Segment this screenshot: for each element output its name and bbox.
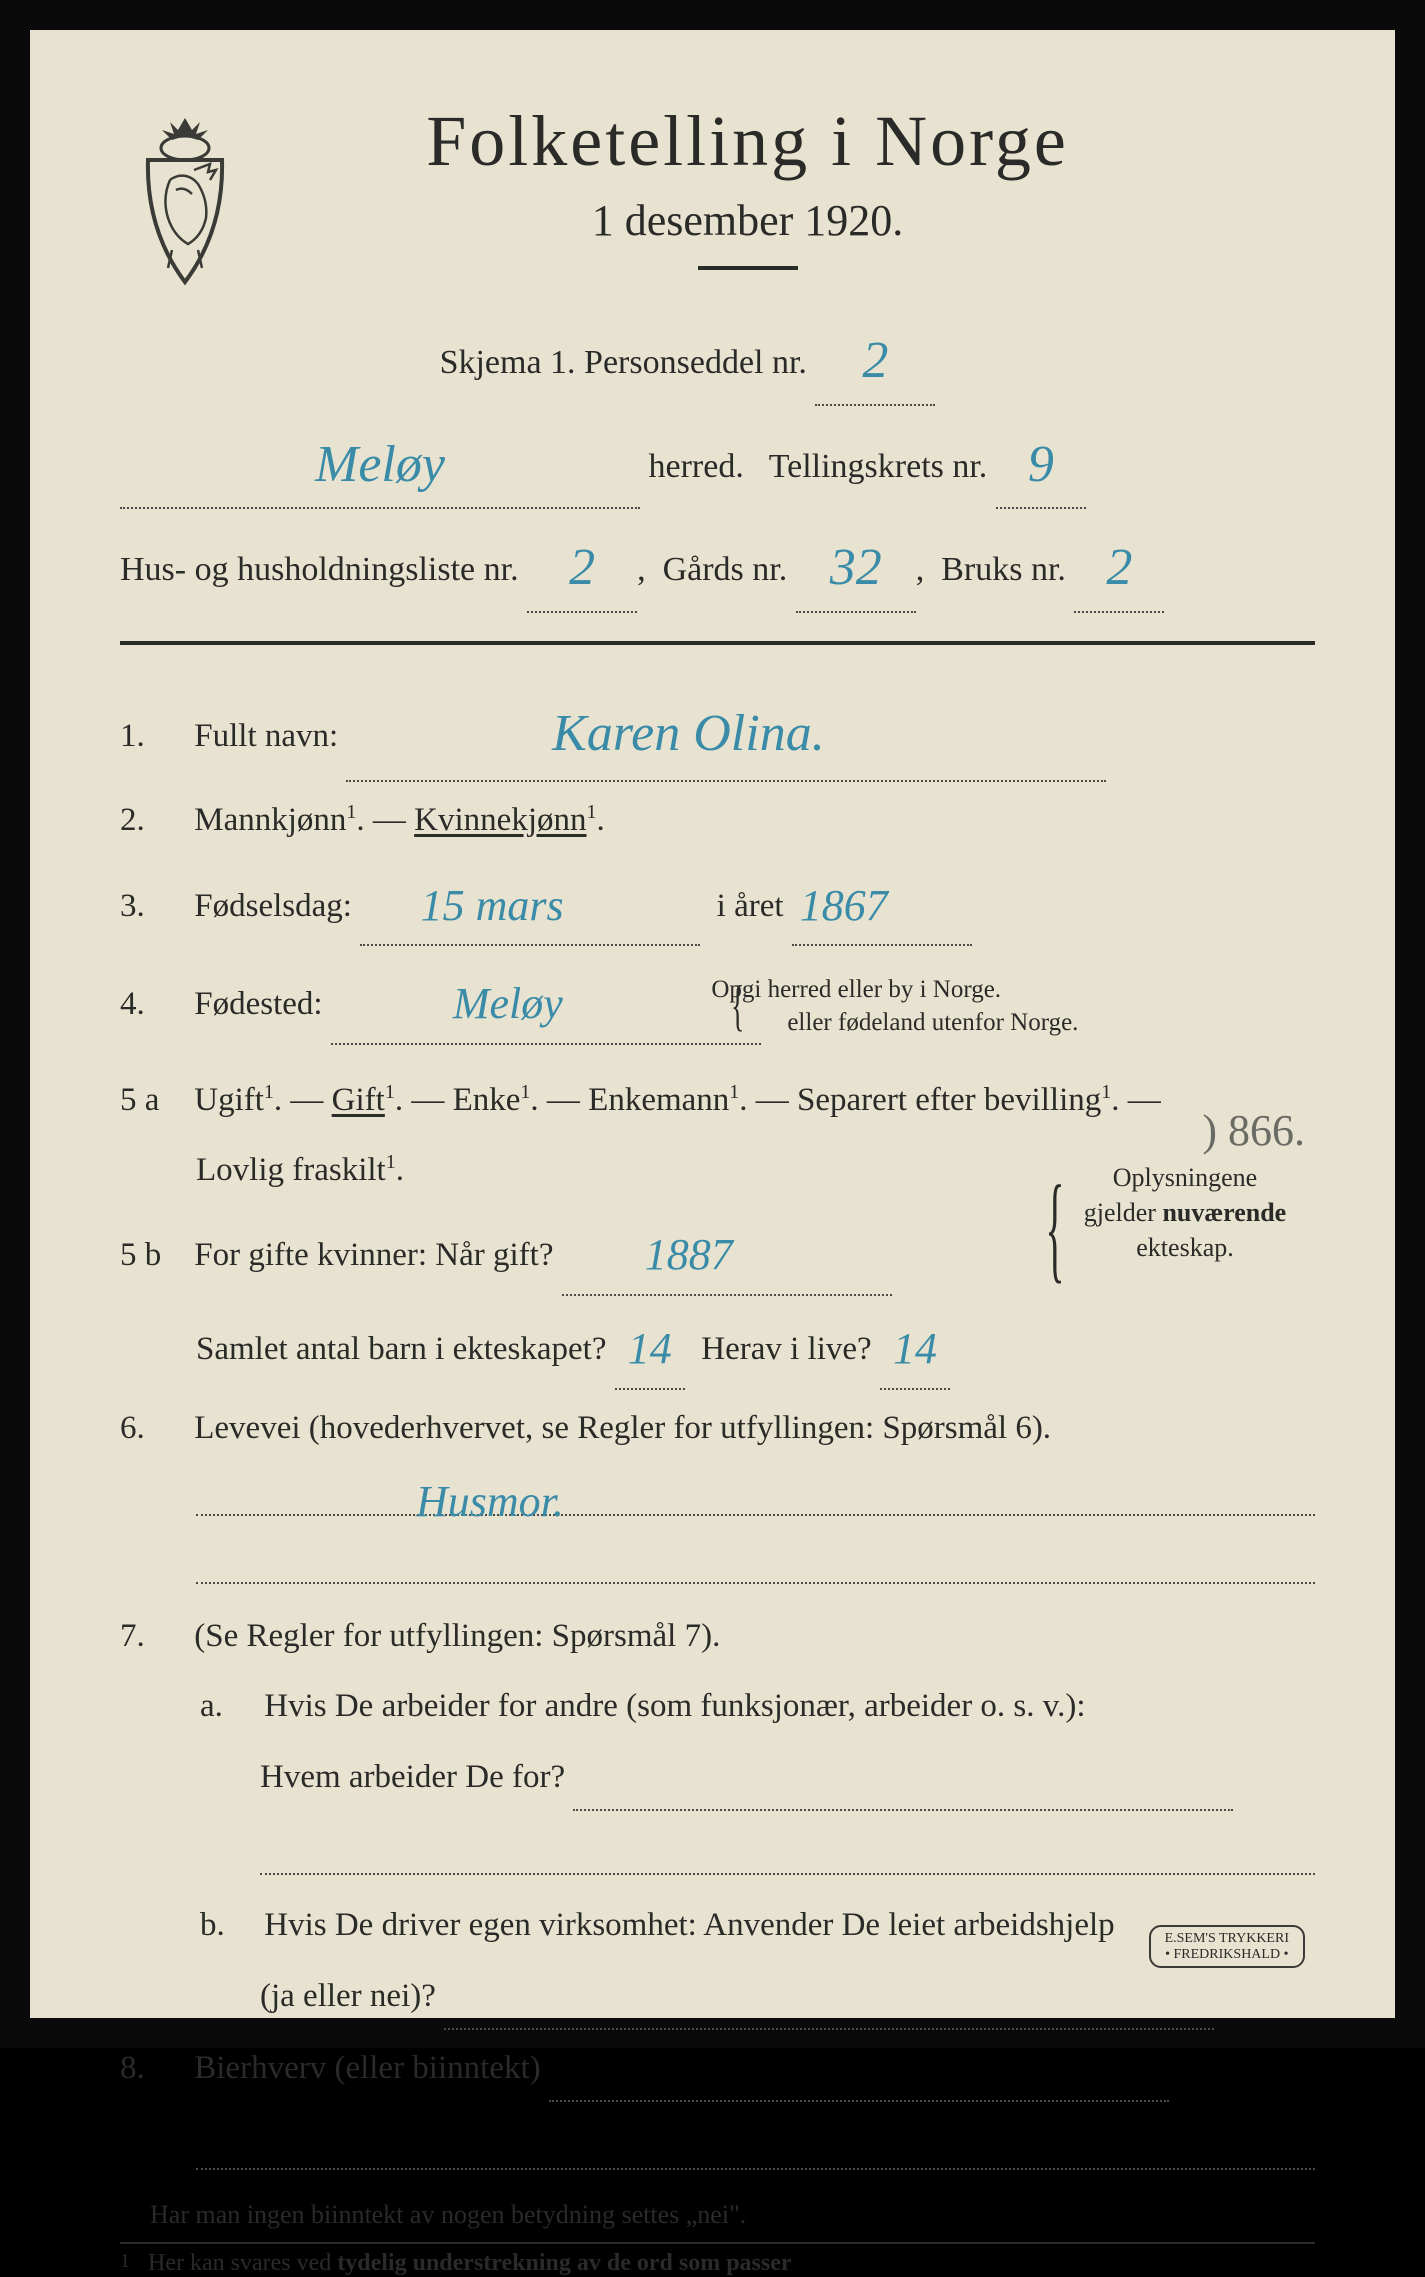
q8-blank (196, 2126, 1315, 2170)
q4-note: Opgi herred eller by i Norge. eller føde… (787, 974, 1078, 1039)
q4-value: Meløy (453, 979, 563, 1028)
q6: 6. Levevei (hovederhvervet, se Regler fo… (120, 1396, 1315, 1460)
q3: 3. Fødselsdag: 15 mars i året 1867 (120, 859, 1315, 947)
q5b-gift-year: 1887 (645, 1230, 733, 1279)
q1-num: 1. (120, 704, 186, 768)
census-form-page: Folketelling i Norge 1 desember 1920. Sk… (0, 0, 1425, 2048)
gards-nr: 32 (830, 539, 882, 596)
q7a-l2: Hvem arbeider De for? (120, 1745, 1315, 1811)
q6-value: Husmor. (416, 1476, 564, 1520)
q5b-l2a: Samlet antal barn i ekteskapet? (196, 1331, 607, 1367)
herred-value: Meløy (315, 436, 445, 493)
q3-label: Fødselsdag: (194, 888, 352, 924)
husliste-line: Hus- og husholdningsliste nr. 2, Gårds n… (120, 517, 1315, 613)
q7: 7. (Se Regler for utfyllingen: Spørsmål … (120, 1604, 1315, 1668)
q8: 8. Bierhverv (eller biinntekt) (120, 2036, 1315, 2102)
brace-icon: { (1045, 1147, 1064, 1309)
q7a-l1: Hvis De arbeider for andre (som funksjon… (264, 1688, 1085, 1724)
q2-mann: Mannkjønn (194, 802, 346, 838)
q7b-num: b. (200, 1893, 256, 1957)
q5a-num: 5 a (120, 1068, 186, 1132)
tellingskrets-label: Tellingskrets nr. (769, 448, 988, 485)
divider (120, 641, 1315, 645)
q7b-l1: Hvis De driver egen virksomhet: Anvender… (264, 1907, 1114, 1943)
q2-num: 2. (120, 788, 186, 852)
q7b-l2: (ja eller nei)? (120, 1964, 1315, 2030)
q1-value: Karen Olina. (552, 705, 825, 762)
main-title: Folketelling i Norge (280, 100, 1215, 183)
q4-label: Fødested: (194, 986, 322, 1022)
printer-stamp: E.SEM'S TRYKKERI • FREDRIKSHALD • (1149, 1925, 1305, 1968)
footer-note: Har man ingen biinntekt av nogen betydni… (120, 2200, 1315, 2230)
title-rule (698, 266, 798, 270)
q1-label: Fullt navn: (194, 718, 338, 754)
gards-label: Gårds nr. (663, 551, 788, 588)
q5a-gift: Gift (332, 1082, 385, 1118)
bruks-label: Bruks nr. (941, 551, 1066, 588)
q1: 1. Fullt navn: Karen Olina. (120, 679, 1315, 782)
q2-kvinne: Kvinnekjønn (414, 802, 586, 838)
q5b-l2b: Herav i live? (701, 1331, 871, 1367)
q7-num: 7. (120, 1604, 186, 1668)
skjema-label: Skjema 1. Personseddel nr. (440, 344, 807, 381)
q5b-num: 5 b (120, 1223, 186, 1287)
q3-year: 1867 (800, 881, 888, 930)
bruks-nr: 2 (1106, 539, 1132, 596)
q5b-l1-label: For gifte kvinner: Når gift? (194, 1237, 553, 1273)
q5b-barn-live: 14 (893, 1324, 937, 1373)
husliste-label: Hus- og husholdningsliste nr. (120, 551, 519, 588)
q5b-side-note: { Oplysningene gjelder nuværende ekteska… (1055, 1160, 1315, 1265)
q6-answer: Husmor. (196, 1472, 1315, 1516)
q7a-blank (260, 1831, 1315, 1875)
personseddel-line: Skjema 1. Personseddel nr. 2 (120, 310, 1315, 406)
q5a: 5 a Ugift1. — Gift1. — Enke1. — Enkemann… (120, 1068, 1315, 1132)
q6-label: Levevei (hovederhvervet, se Regler for u… (194, 1410, 1051, 1446)
tellingskrets-nr: 9 (1028, 436, 1054, 493)
q7a: a. Hvis De arbeider for andre (som funks… (120, 1674, 1315, 1738)
q7-intro: (Se Regler for utfyllingen: Spørsmål 7). (194, 1618, 720, 1654)
q8-num: 8. (120, 2036, 186, 2100)
q6-num: 6. (120, 1396, 186, 1460)
subtitle: 1 desember 1920. (280, 195, 1215, 246)
q5b-barn-total: 14 (628, 1324, 672, 1373)
q4-num: 4. (120, 972, 186, 1036)
header: Folketelling i Norge 1 desember 1920. (120, 100, 1315, 300)
q6-blank (196, 1540, 1315, 1584)
q8-label: Bierhverv (eller biinntekt) (194, 2050, 540, 2086)
footnote: 1 Her kan svares ved tydelig understrekn… (120, 2242, 1315, 2277)
coat-of-arms-icon (120, 110, 250, 290)
q3-num: 3. (120, 874, 186, 938)
personseddel-nr: 2 (862, 332, 888, 389)
husliste-nr: 2 (569, 539, 595, 596)
title-block: Folketelling i Norge 1 desember 1920. (280, 100, 1315, 300)
q5b-l2: Samlet antal barn i ekteskapet? 14 Herav… (120, 1302, 1315, 1390)
pencil-866: ) 866. (1202, 1105, 1305, 1156)
q3-mid: i året (717, 888, 784, 924)
q4: 4. Fødested: Meløy { Opgi herred eller b… (120, 952, 1315, 1061)
q2: 2. Mannkjønn1. — Kvinnekjønn1. (120, 788, 1315, 852)
herred-line: Meløy herred. Tellingskrets nr. 9 (120, 414, 1315, 510)
q3-day: 15 mars (421, 881, 564, 930)
herred-label: herred. (649, 448, 744, 485)
q7b: b. Hvis De driver egen virksomhet: Anven… (120, 1893, 1315, 1957)
q7a-num: a. (200, 1674, 256, 1738)
